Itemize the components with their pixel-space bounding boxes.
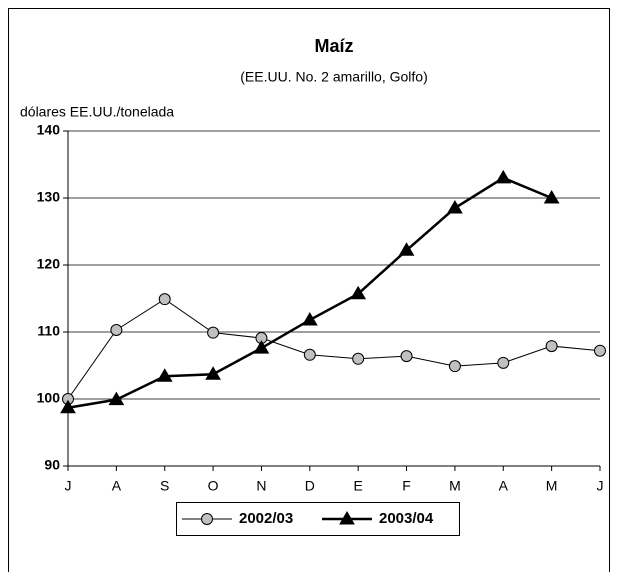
legend-marker xyxy=(339,511,355,525)
data-point xyxy=(352,352,365,365)
x-tick-label: J xyxy=(65,478,72,494)
data-point xyxy=(207,326,220,339)
x-tick-label: M xyxy=(449,478,461,494)
data-point xyxy=(545,340,558,353)
data-point xyxy=(158,293,171,306)
legend-marker xyxy=(201,513,213,525)
x-tick-label: D xyxy=(305,478,315,494)
data-point xyxy=(108,391,125,406)
data-point xyxy=(447,200,463,214)
data-point xyxy=(253,340,270,354)
y-tick-label: 130 xyxy=(37,189,61,205)
y-axis-label: dólares EE.UU./tonelada xyxy=(20,104,174,120)
chart-title: Maíz xyxy=(314,36,353,56)
series-line xyxy=(67,176,553,409)
legend-label: 2003/04 xyxy=(379,510,434,527)
y-tick-label: 100 xyxy=(37,390,61,406)
data-point xyxy=(594,344,606,357)
data-point xyxy=(205,366,221,380)
data-point xyxy=(398,242,415,256)
data-point xyxy=(495,169,512,184)
y-tick-label: 110 xyxy=(37,323,60,339)
data-point xyxy=(60,399,76,414)
x-tick-label: N xyxy=(256,478,266,494)
x-tick-label: A xyxy=(499,478,509,494)
x-tick-label: M xyxy=(546,478,558,494)
y-tick-label: 90 xyxy=(44,457,60,473)
data-point xyxy=(301,311,318,326)
data-point xyxy=(543,190,560,204)
chart-frame xyxy=(8,8,610,572)
data-point xyxy=(448,360,461,373)
series-line xyxy=(67,298,601,400)
legend-label: 2002/03 xyxy=(239,510,293,527)
y-tick-label: 120 xyxy=(37,256,61,272)
data-point xyxy=(497,356,510,369)
x-tick-label: E xyxy=(354,478,363,494)
y-tick-label: 140 xyxy=(37,122,61,138)
data-point xyxy=(156,368,173,382)
data-point xyxy=(400,350,413,363)
x-tick-label: O xyxy=(208,478,219,494)
data-point xyxy=(110,323,123,336)
x-tick-label: J xyxy=(597,478,604,494)
x-tick-label: F xyxy=(402,478,411,494)
x-tick-label: A xyxy=(112,478,122,494)
data-point xyxy=(303,348,316,361)
data-point xyxy=(350,285,367,300)
chart-subtitle: (EE.UU. No. 2 amarillo, Golfo) xyxy=(240,69,428,85)
x-tick-label: S xyxy=(160,478,169,494)
